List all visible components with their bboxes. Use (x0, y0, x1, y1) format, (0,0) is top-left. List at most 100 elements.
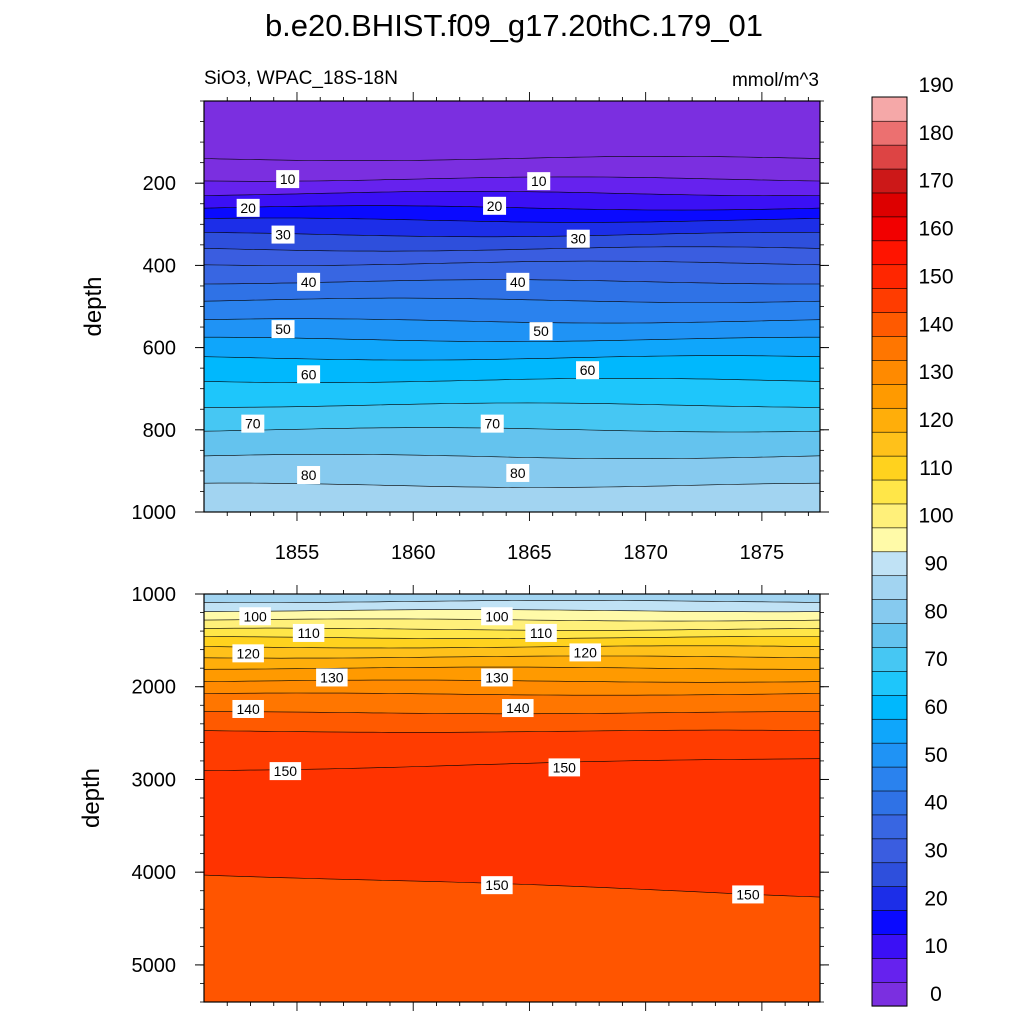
contour-label: 80 (301, 467, 317, 483)
colorbar-swatch (871, 288, 908, 313)
contour-label: 50 (533, 323, 549, 339)
contour-band (204, 600, 820, 612)
contour-label: 140 (506, 700, 530, 716)
contour-label-box (548, 758, 581, 777)
contour-label-box (297, 272, 321, 291)
contour-label-box (480, 414, 504, 433)
contour-label: 80 (510, 465, 526, 481)
colorbar-swatch (871, 455, 908, 481)
y-tick-label: 4000 (132, 862, 177, 884)
colorbar-tick-label: 0 (930, 983, 942, 1006)
contour-label-box (481, 607, 513, 626)
contour-label-box (506, 463, 530, 482)
contour-label: 130 (320, 669, 344, 685)
colorbar-tick-label: 60 (924, 696, 947, 719)
colorbar-swatch (871, 431, 908, 457)
contour-band (204, 246, 820, 266)
colorbar-swatch (871, 383, 908, 409)
colorbar-swatch (871, 790, 908, 816)
lower-depth-panel: 100 100 110 110 120 120 130 130 140 140 150 150 150 1… (78, 584, 829, 1011)
contour-band (204, 711, 820, 733)
contour-label-box (502, 699, 534, 718)
contour-label: 120 (236, 645, 260, 661)
colorbar-tick-label: 110 (919, 457, 952, 480)
contour-label: 10 (280, 171, 296, 187)
contour-band (204, 402, 820, 432)
contour-label-box (506, 272, 530, 291)
colorbar-swatch (871, 264, 908, 289)
colorbar-swatch (871, 766, 908, 792)
colorbar-swatch (871, 479, 908, 505)
colorbar-swatch (871, 216, 908, 242)
contour-label-box (232, 699, 264, 718)
y-tick-label: 1000 (132, 502, 177, 524)
colorbar-swatch (871, 96, 908, 122)
upper-depth-panel: 10 10 20 20 30 30 40 40 50 50 60 60 70 70 80 80 200 400 60… (80, 92, 829, 564)
contour-band (204, 205, 820, 223)
colorbar-swatch (871, 407, 908, 433)
colorbar-swatch (871, 646, 908, 672)
contour-band (204, 628, 820, 639)
contour-band (204, 176, 820, 196)
y-axis-label: depth (78, 768, 105, 828)
colorbar-swatch (871, 240, 908, 266)
colorbar-swatch (871, 886, 908, 911)
colorbar-swatch (871, 814, 908, 840)
colorbar-swatch (871, 335, 908, 361)
contour-line (204, 655, 820, 659)
colorbar-swatch (871, 718, 908, 744)
contour-label: 50 (275, 321, 291, 337)
y-tick-label: 3000 (132, 769, 177, 791)
contour-label-box (481, 668, 513, 687)
contour-band (204, 355, 820, 383)
contour-label: 60 (301, 366, 317, 382)
contour-line (204, 666, 820, 670)
colorbar-tick-label: 150 (918, 265, 953, 288)
contour-line (204, 402, 820, 408)
colorbar-tick-label: 190 (918, 74, 953, 97)
contour-label-box (529, 322, 553, 341)
colorbar-tick-label: 140 (918, 313, 953, 336)
contour-label: 100 (485, 608, 509, 624)
colorbar-tick-label: 160 (918, 218, 953, 241)
contour-band (204, 875, 820, 1002)
x-tick-label: 1875 (740, 542, 785, 564)
colorbar-swatch (871, 622, 908, 648)
colorbar-swatch (871, 838, 908, 864)
y-tick-label: 2000 (132, 677, 177, 699)
colorbar-swatch (871, 575, 908, 600)
contour-label-box (566, 229, 590, 248)
contour-band (204, 378, 820, 408)
colorbar-swatch (871, 981, 908, 1007)
x-tick-label: 1860 (391, 542, 436, 564)
contour-band (204, 279, 820, 303)
contour-label: 150 (485, 877, 509, 893)
contour-line (204, 217, 820, 223)
contour-label-box (316, 668, 348, 687)
chart-title: b.e20.BHIST.f09_g17.20thC.179_01 (265, 8, 763, 43)
contour-label-box (241, 414, 265, 433)
contour-line (204, 427, 820, 433)
contour-band (204, 156, 820, 182)
contour-label-box (239, 607, 271, 626)
contour-line (204, 355, 820, 361)
contour-band (204, 298, 820, 324)
contour-line (204, 454, 820, 459)
colorbar-swatch (871, 694, 908, 720)
x-tick-label: 1855 (275, 542, 320, 564)
contour-label: 110 (297, 625, 320, 641)
contour-label-box (576, 361, 600, 380)
contour-label-box (569, 643, 601, 662)
x-tick-label: 1865 (507, 542, 552, 564)
x-tick-label: 1870 (623, 542, 668, 564)
contour-band (204, 427, 820, 459)
contour-band (204, 483, 820, 512)
y-tick-label: 5000 (132, 955, 177, 977)
contour-label: 70 (245, 416, 261, 432)
y-tick-label: 200 (143, 173, 176, 195)
colorbar-swatch (871, 527, 908, 553)
contour-label-box (297, 365, 321, 384)
contour-label-box (483, 196, 507, 215)
contour-label: 150 (553, 759, 577, 775)
